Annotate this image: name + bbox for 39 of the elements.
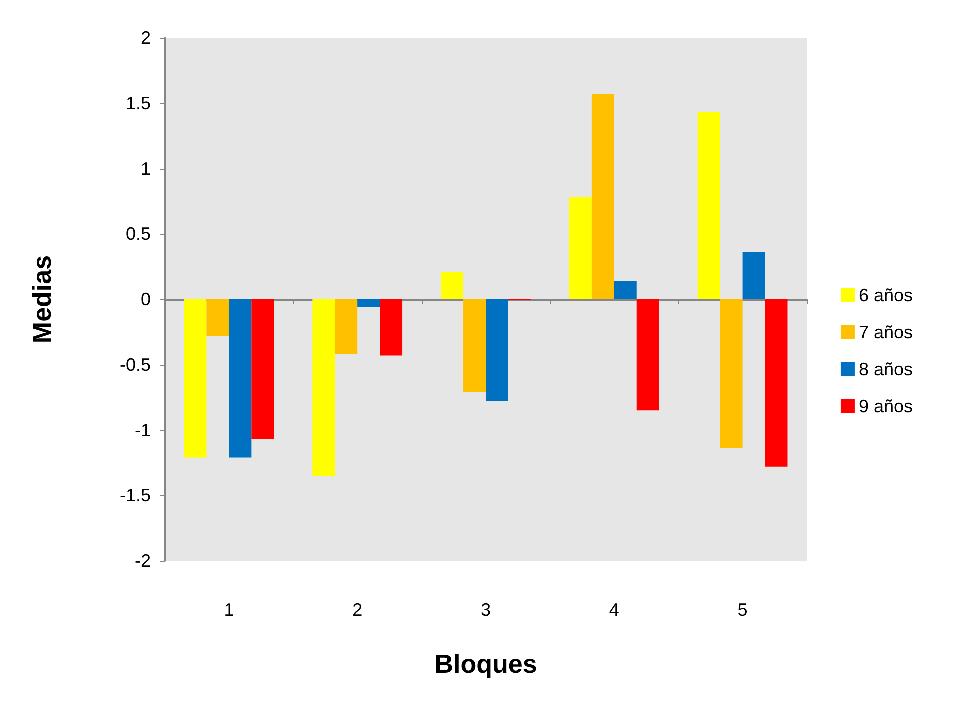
bar bbox=[229, 300, 252, 458]
y-tick-label: -0.5 bbox=[120, 354, 151, 375]
y-tick-label: -1.5 bbox=[120, 486, 151, 506]
bar bbox=[380, 300, 403, 356]
bar bbox=[206, 300, 230, 336]
legend-label: 9 años bbox=[858, 396, 914, 416]
bar bbox=[486, 300, 508, 402]
bar bbox=[358, 300, 380, 308]
bar bbox=[335, 300, 358, 354]
bar bbox=[592, 94, 614, 300]
bar bbox=[312, 300, 336, 476]
y-tick-label: 1 bbox=[140, 158, 151, 179]
y-tick-label: 1.5 bbox=[126, 93, 151, 114]
bar bbox=[464, 300, 486, 392]
legend-label: 8 años bbox=[858, 360, 914, 380]
bar bbox=[698, 112, 720, 300]
y-tick-label: 0.5 bbox=[126, 224, 151, 244]
bar bbox=[636, 300, 660, 411]
x-tick-label: 1 bbox=[224, 600, 234, 620]
bar bbox=[252, 300, 274, 440]
bar bbox=[184, 300, 207, 458]
y-tick-label: -1 bbox=[134, 420, 151, 440]
bar bbox=[720, 300, 743, 449]
bar bbox=[765, 300, 788, 467]
legend-label: 7 años bbox=[858, 322, 914, 342]
y-axis-title: Medias bbox=[27, 255, 57, 344]
y-tick-label: 2 bbox=[140, 28, 151, 48]
legend-label: 6 años bbox=[858, 286, 914, 306]
x-tick-label: 3 bbox=[480, 600, 492, 620]
bar bbox=[614, 281, 637, 300]
x-tick-label: 4 bbox=[609, 600, 620, 620]
bar bbox=[569, 198, 592, 300]
y-tick-label: -2 bbox=[134, 551, 151, 571]
x-tick-label: 2 bbox=[352, 600, 363, 620]
x-axis-title: Bloques bbox=[434, 649, 538, 679]
x-tick-label: 5 bbox=[738, 600, 748, 620]
bar bbox=[742, 252, 766, 300]
y-tick-label: 0 bbox=[140, 290, 151, 310]
bar bbox=[441, 272, 464, 300]
